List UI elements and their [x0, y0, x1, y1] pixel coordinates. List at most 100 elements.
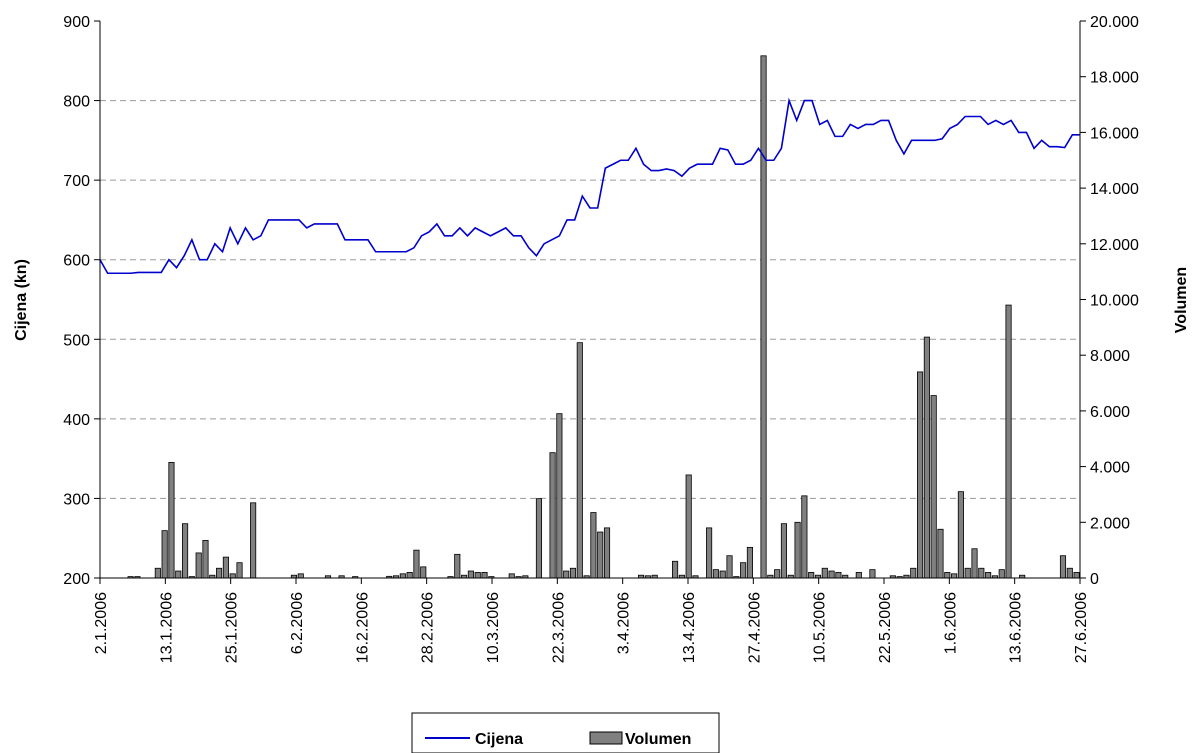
x-tick-label: 13.4.2006 — [681, 592, 698, 663]
volume-bar — [957, 491, 964, 579]
volume-bar — [794, 521, 801, 579]
volume-bar — [712, 569, 719, 579]
volume-bar — [917, 371, 924, 579]
x-ticks: 2.1.2006 13.1.2006 25.1.2006 6.2.2006 16.2.2… — [93, 578, 1090, 663]
x-tick-label: 22.3.2006 — [550, 592, 567, 663]
volume-bar — [760, 55, 767, 579]
volume-bar — [195, 552, 202, 579]
volume-bar — [569, 567, 577, 579]
volume-bar — [937, 528, 944, 579]
volume-bars — [127, 55, 1080, 579]
y-left-axis-title: Cijena (kn) — [13, 259, 30, 341]
volume-bar — [222, 556, 229, 579]
y-right-tick-label: 2.000 — [1090, 515, 1130, 532]
volume-bar — [774, 569, 781, 579]
y-right-tick-label: 0 — [1090, 571, 1099, 588]
volume-bar — [297, 573, 304, 579]
x-tick-label: 1.6.2006 — [942, 592, 959, 654]
volume-bar — [978, 567, 985, 579]
volume-bar — [406, 572, 413, 579]
volume-bar — [535, 498, 543, 579]
volume-bar — [467, 570, 474, 579]
volume-bar — [549, 452, 556, 579]
volume-bar — [740, 562, 747, 579]
x-tick-label: 27.6.2006 — [1073, 592, 1090, 663]
x-tick-label: 25.1.2006 — [224, 592, 241, 663]
volume-bar — [951, 573, 958, 579]
y-left-tick-label: 200 — [63, 571, 90, 588]
y-left-tick-label: 600 — [63, 253, 90, 270]
volume-bar — [603, 527, 611, 579]
volume-bar — [454, 553, 461, 579]
legend: Cijena Volumen — [411, 712, 720, 753]
volume-bar — [780, 523, 788, 579]
y-right-tick-label: 14.000 — [1090, 181, 1139, 198]
volume-bar — [685, 474, 692, 579]
volume-bar — [236, 562, 243, 579]
x-tick-label: 3.4.2006 — [616, 592, 633, 654]
volume-bar — [1073, 572, 1080, 579]
volume-bar — [590, 512, 597, 579]
gridlines — [100, 100, 1080, 499]
volume-bar — [821, 567, 828, 579]
legend-label-cijena: Cijena — [475, 731, 523, 748]
y-right-ticks: 0 2.000 4.000 6.000 8.000 10.000 12.000 14.000 1… — [1080, 14, 1139, 588]
volume-bar — [1059, 555, 1067, 579]
y-right-tick-label: 12.000 — [1090, 237, 1139, 254]
volume-bar — [474, 572, 481, 579]
volume-bar — [998, 569, 1005, 579]
volume-bar — [175, 570, 182, 579]
volume-bar — [202, 540, 209, 579]
volume-bar — [1005, 304, 1012, 579]
y-left-tick-label: 300 — [63, 491, 90, 508]
volume-bar — [563, 570, 570, 579]
volume-bar — [168, 462, 175, 579]
volume-bar — [182, 523, 189, 579]
volume-bar — [910, 567, 917, 579]
x-tick-label: 28.2.2006 — [420, 592, 437, 663]
y-right-tick-label: 8.000 — [1090, 348, 1130, 365]
x-tick-label: 22.5.2006 — [877, 592, 894, 663]
volume-bar — [161, 530, 168, 579]
y-left-ticks: 200 300 400 500 600 700 800 900 — [63, 14, 100, 588]
y-left-tick-label: 900 — [63, 14, 90, 31]
volume-bar — [413, 549, 420, 579]
volume-bar — [985, 572, 992, 579]
volume-bar — [923, 336, 930, 579]
volume-bar — [801, 495, 808, 579]
volume-bar — [556, 413, 563, 579]
y-left-tick-label: 800 — [63, 94, 90, 111]
volume-bar — [726, 555, 733, 579]
legend-box — [411, 712, 720, 753]
y-left-tick-label: 500 — [63, 332, 90, 349]
volume-bar — [481, 572, 488, 579]
y-left-tick-label: 400 — [63, 412, 90, 429]
x-tick-label: 2.1.2006 — [93, 592, 110, 654]
x-tick-label: 10.3.2006 — [485, 592, 502, 663]
x-tick-label: 16.2.2006 — [354, 592, 371, 663]
y-right-axis-title: Volumen — [1173, 267, 1190, 333]
volume-bar — [746, 546, 753, 579]
volume-bar — [808, 572, 815, 579]
volume-bar — [399, 573, 406, 579]
x-tick-label: 27.4.2006 — [746, 592, 763, 663]
x-tick-label: 10.5.2006 — [812, 592, 829, 663]
y-right-tick-label: 6.000 — [1090, 404, 1130, 421]
x-tick-label: 13.6.2006 — [1008, 592, 1025, 663]
volume-bar — [154, 567, 161, 579]
volume-bar — [576, 342, 583, 579]
volume-bar — [964, 567, 971, 579]
volume-bar — [250, 502, 257, 579]
volume-bar — [855, 572, 862, 579]
volume-bar — [828, 570, 835, 579]
volume-bar — [930, 395, 937, 579]
x-tick-label: 6.2.2006 — [289, 592, 306, 654]
y-right-tick-label: 18.000 — [1090, 70, 1139, 87]
y-right-tick-label: 20.000 — [1090, 14, 1139, 31]
volume-bar — [869, 569, 876, 579]
volume-bar — [672, 560, 679, 579]
y-right-tick-label: 16.000 — [1090, 125, 1139, 142]
volume-bar — [944, 572, 951, 579]
volume-bar — [508, 573, 515, 579]
